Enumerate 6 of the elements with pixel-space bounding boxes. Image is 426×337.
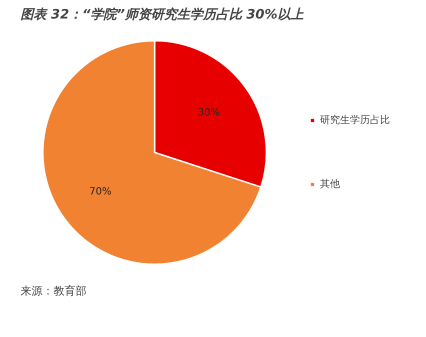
- legend-label: 研究生学历占比: [320, 114, 390, 127]
- chart-title: 图表 32：“学院”师资研究生学历占比 30%以上: [20, 6, 305, 22]
- data-label: 70%: [89, 186, 112, 198]
- data-label: 30%: [198, 108, 220, 119]
- source-note: 来源：教育部: [20, 284, 86, 298]
- legend-label: 其他: [320, 178, 340, 191]
